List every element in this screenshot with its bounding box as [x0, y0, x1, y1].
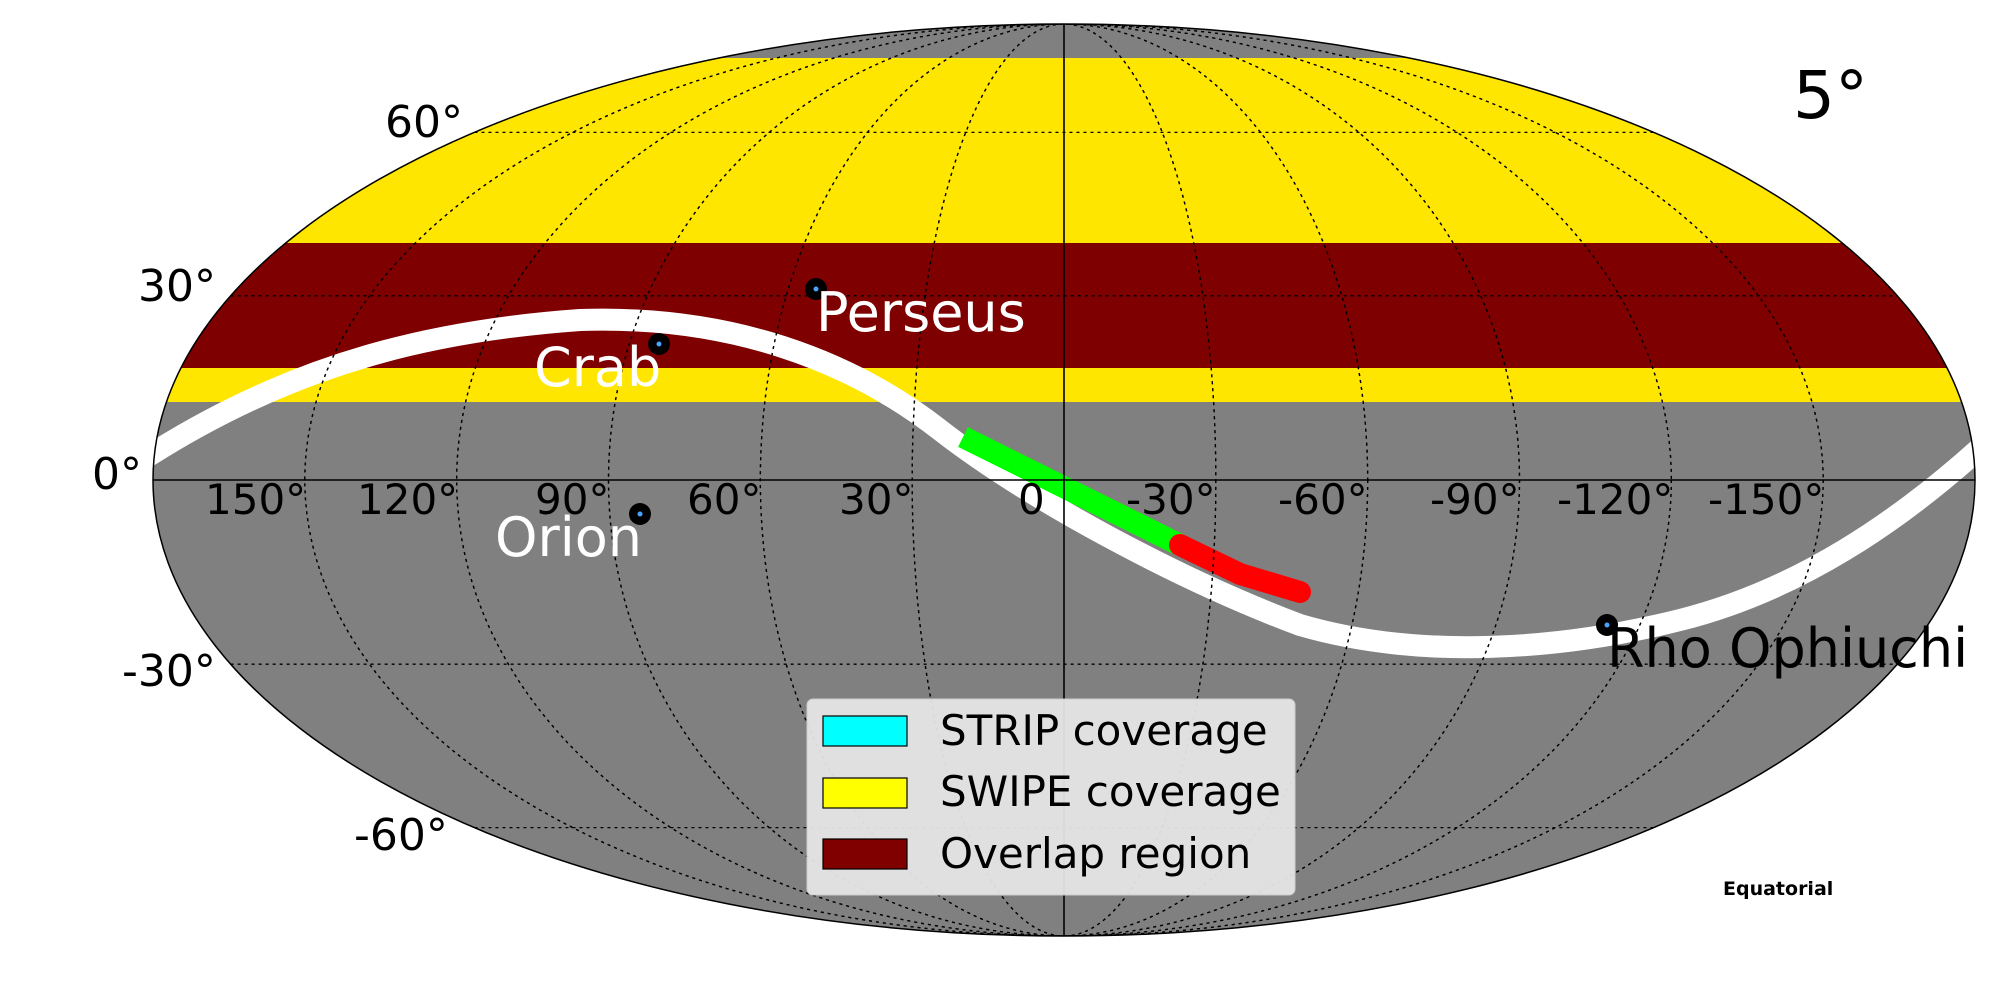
lon-label-90: 90°: [535, 475, 609, 524]
lon-label-60: 60°: [687, 475, 761, 524]
strip-segment-end: [1169, 534, 1311, 603]
label-crab: Crab: [534, 336, 661, 399]
legend-label-overlap: Overlap region: [940, 829, 1251, 878]
lon-label-0: 0: [1018, 475, 1045, 524]
lon-label-120: 120°: [357, 475, 458, 524]
legend: STRIP coverage SWIPE coverage Overlap re…: [806, 698, 1296, 896]
marker-rho-ophiuchi: [1596, 614, 1618, 636]
galactic-plane: [153, 308, 1975, 659]
marker-perseus: [805, 278, 827, 300]
coordinate-system-label: Equatorial: [1723, 878, 1833, 900]
lon-label-minus120: -120°: [1557, 475, 1673, 524]
legend-swatch-overlap: [822, 838, 908, 870]
label-rho-ophiuchi: Rho Ophiuchi: [1607, 617, 1968, 680]
marker-orion: [629, 503, 651, 525]
legend-label-swipe: SWIPE coverage: [940, 767, 1281, 816]
label-perseus: Perseus: [816, 281, 1026, 344]
lat-label-minus30: -30°: [122, 646, 216, 697]
lon-label-minus90: -90°: [1430, 475, 1520, 524]
lat-label-minus60: -60°: [354, 810, 448, 861]
legend-label-strip: STRIP coverage: [940, 706, 1268, 755]
marker-crab: [648, 333, 670, 355]
lat-label-30: 30°: [138, 261, 216, 312]
legend-box: [806, 698, 1296, 896]
lon-label-minus60: -60°: [1278, 475, 1368, 524]
lat-label-60: 60°: [385, 97, 463, 148]
lat-label-0: 0°: [92, 449, 142, 500]
lon-label-minus150: -150°: [1708, 475, 1824, 524]
map-outline: [152, 23, 1976, 937]
resolution-label: 5°: [1793, 57, 1868, 134]
lon-label-30: 30°: [839, 475, 913, 524]
swipe-coverage-north: [153, 58, 1975, 243]
legend-swatch-strip: [822, 715, 908, 747]
lon-label-150: 150°: [205, 475, 306, 524]
strip-segment: [958, 427, 1185, 555]
label-orion: Orion: [495, 506, 642, 569]
lon-label-minus30: -30°: [1126, 475, 1216, 524]
legend-swatch-swipe: [822, 777, 908, 809]
